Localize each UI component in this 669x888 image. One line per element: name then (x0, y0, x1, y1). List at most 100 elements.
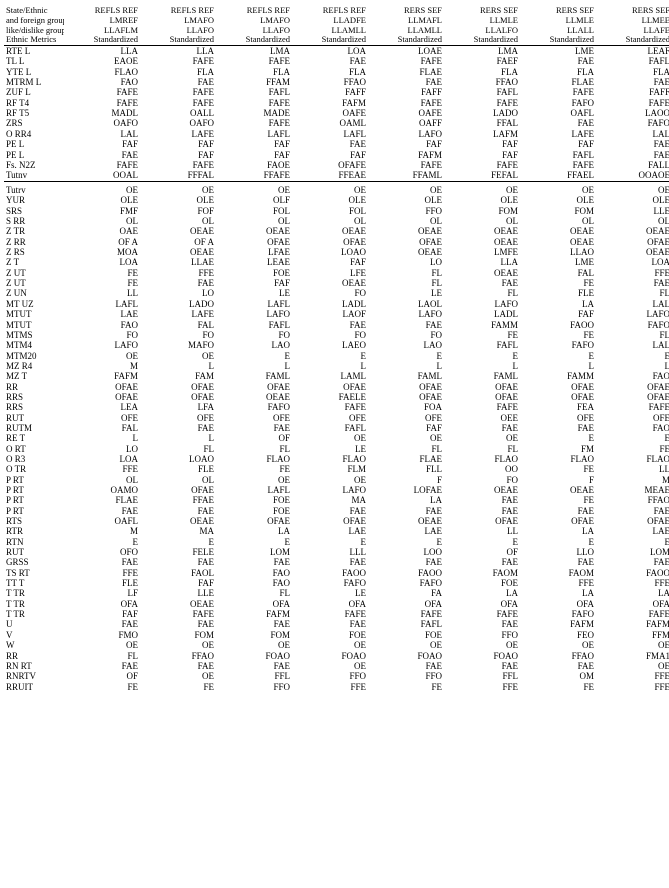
s2-label-20: RRS (4, 392, 64, 402)
s2-r4-c5: OEAE (444, 226, 520, 236)
s2-r18-c1: FAM (140, 371, 216, 381)
s1-label-7: ZRS (4, 118, 64, 128)
s1-r11-c5: FAFE (444, 160, 520, 170)
header-col2-l0: REFLS REF (216, 4, 292, 16)
s2-r27-c7: LL (596, 464, 669, 474)
s2-label-1: YUR (4, 195, 64, 205)
s1-r7-c1: OAFO (140, 118, 216, 128)
s2-r4-c3: OEAE (292, 226, 368, 236)
s2-r27-c3: FLM (292, 464, 368, 474)
s2-r46-c6: FAE (520, 661, 596, 671)
s2-r27-c6: FE (520, 464, 596, 474)
s2-r25-c2: FL (216, 444, 292, 454)
s1-r10-c4: FAFM (368, 150, 444, 160)
s2-r47-c6: OM (520, 671, 596, 681)
s2-r1-c5: OLE (444, 195, 520, 205)
s2-r32-c7: OFAE (596, 516, 669, 526)
s1-r6-c6: OAFL (520, 108, 596, 118)
s2-r10-c0: LL (64, 288, 140, 298)
s2-r2-c4: FFO (368, 206, 444, 216)
s1-r2-c4: FLAE (368, 67, 444, 77)
s2-r18-c7: FAO (596, 371, 669, 381)
s2-r24-c1: L (140, 433, 216, 443)
s1-r0-c5: LMA (444, 46, 520, 57)
s2-r27-c5: OO (444, 464, 520, 474)
s2-r3-c3: OL (292, 216, 368, 226)
s2-r30-c3: MA (292, 495, 368, 505)
s2-r26-c6: FLAO (520, 454, 596, 464)
s1-r1-c0: EAOE (64, 56, 140, 66)
s2-r7-c2: LEAE (216, 257, 292, 267)
s2-r17-c2: L (216, 361, 292, 371)
s1-r4-c7: FAFF (596, 87, 669, 97)
s2-r1-c7: OLE (596, 195, 669, 205)
s1-r8-c1: LAFE (140, 129, 216, 139)
s1-total-c3: FFEAE (292, 170, 368, 180)
s2-r37-c3: FAOO (292, 568, 368, 578)
s1-r7-c5: FFAL (444, 118, 520, 128)
s1-r7-c6: FAE (520, 118, 596, 128)
s2-r34-c3: E (292, 537, 368, 547)
s1-r10-c7: FAE (596, 150, 669, 160)
s2-r11-c2: LAFL (216, 299, 292, 309)
s2-label-39: T TR (4, 588, 64, 598)
s2-r40-c4: OFA (368, 599, 444, 609)
s2-r42-c3: FAE (292, 619, 368, 629)
s2-r32-c3: OFAE (292, 516, 368, 526)
s2-r15-c5: FAFL (444, 340, 520, 350)
s2-r39-c1: LLE (140, 588, 216, 598)
header-col0-l2: LLAFLM (64, 26, 140, 36)
s2-r37-c0: FFE (64, 568, 140, 578)
s1-label-0: RTE L (4, 46, 64, 57)
header-col4-l0: RERS SEF (368, 4, 444, 16)
s2-r19-c1: OFAE (140, 382, 216, 392)
s1-r5-c6: FAFO (520, 98, 596, 108)
s2-r23-c5: FAE (444, 423, 520, 433)
s2-r44-c2: OE (216, 640, 292, 650)
s2-r9-c2: FAF (216, 278, 292, 288)
header-col3-l2: LLAMLL (292, 26, 368, 36)
s2-r6-c2: LFAE (216, 247, 292, 257)
s2-label-9: Z UT (4, 278, 64, 288)
s2-r39-c3: LE (292, 588, 368, 598)
s2-r1-c6: OLE (520, 195, 596, 205)
s2-label-15: MTM4 (4, 340, 64, 350)
s1-r1-c6: FAE (520, 56, 596, 66)
s1-r1-c4: FAFE (368, 56, 444, 66)
s2-r35-c4: LOO (368, 547, 444, 557)
s2-r47-c3: FFO (292, 671, 368, 681)
s2-label-21: RRS (4, 402, 64, 412)
s2-r31-c4: FAE (368, 506, 444, 516)
s2-r11-c5: LAFO (444, 299, 520, 309)
s1-r2-c1: FLA (140, 67, 216, 77)
s2-r13-c4: FAE (368, 320, 444, 330)
s2-r34-c0: E (64, 537, 140, 547)
s2-r18-c3: LAML (292, 371, 368, 381)
s2-r20-c1: OFAE (140, 392, 216, 402)
s2-r34-c5: E (444, 537, 520, 547)
s2-r9-c4: FL (368, 278, 444, 288)
s2-r15-c1: MAFO (140, 340, 216, 350)
s2-label-47: RNRTV (4, 671, 64, 681)
s1-r0-c0: LLA (64, 46, 140, 57)
s1-label-1: TL L (4, 56, 64, 66)
s1-total-c2: FFAFE (216, 170, 292, 180)
s2-r15-c0: LAFO (64, 340, 140, 350)
s1-r2-c3: FLA (292, 67, 368, 77)
s2-r8-c4: FL (368, 268, 444, 278)
header-col3-l0: REFLS REF (292, 4, 368, 16)
s2-r44-c6: OE (520, 640, 596, 650)
s2-label-25: O RT (4, 444, 64, 454)
s2-label-26: O R3 (4, 454, 64, 464)
s1-r9-c0: FAF (64, 139, 140, 149)
s2-label-0: Tutrv (4, 185, 64, 195)
s1-r3-c7: FAE (596, 77, 669, 87)
s2-r42-c1: FAE (140, 619, 216, 629)
s2-r5-c6: OEAE (520, 237, 596, 247)
header-col0-l1: LMREF (64, 16, 140, 26)
s2-r6-c5: LMFE (444, 247, 520, 257)
s2-r45-c4: FOAO (368, 651, 444, 661)
s1-r7-c3: OAML (292, 118, 368, 128)
s2-r13-c2: FAFL (216, 320, 292, 330)
s2-r41-c1: FAFE (140, 609, 216, 619)
